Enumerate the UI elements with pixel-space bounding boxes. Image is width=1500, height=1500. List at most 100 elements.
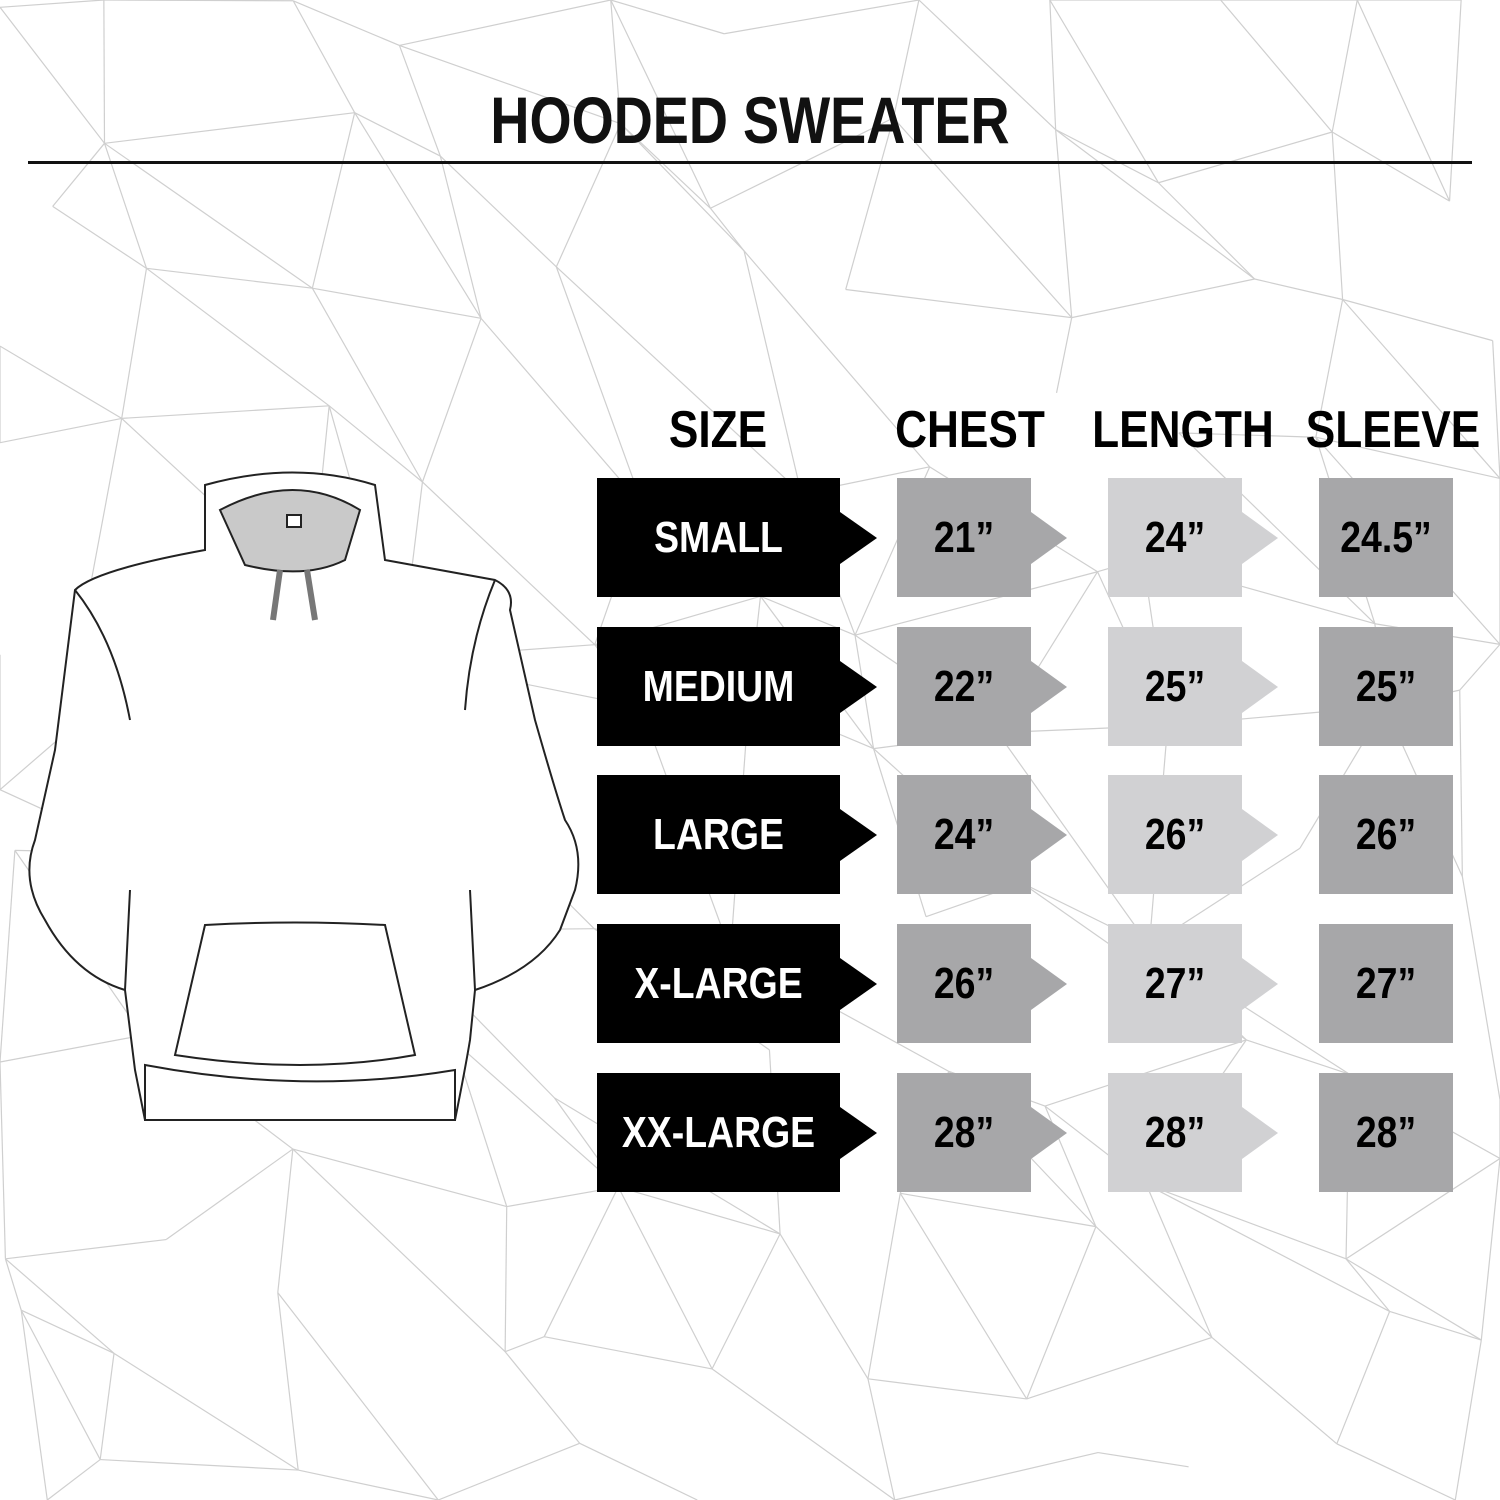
size-value: MEDIUM <box>642 662 795 711</box>
sleeve-value: 26” <box>1355 810 1417 859</box>
pattern-line <box>104 112 355 144</box>
arrow-right-icon <box>1242 809 1278 861</box>
size-box <box>597 775 840 894</box>
pattern-line <box>1055 129 1073 318</box>
pattern-line <box>100 1458 299 1471</box>
pattern-line <box>103 0 106 144</box>
pattern-line <box>1158 131 1333 184</box>
arrow-right-icon <box>1242 512 1278 564</box>
pattern-line <box>867 1378 1027 1400</box>
pattern-line <box>422 481 596 646</box>
pattern-line <box>20 1310 48 1500</box>
pattern-line <box>610 0 622 124</box>
length-box <box>1108 1073 1242 1192</box>
pattern-line <box>504 1336 545 1353</box>
pattern-line <box>1389 1310 1482 1341</box>
pattern-line <box>1480 1158 1500 1341</box>
size-box <box>597 1073 840 1192</box>
pattern-line <box>311 112 356 289</box>
arrow-right-icon <box>1031 809 1067 861</box>
pattern-line <box>1459 690 1463 877</box>
pattern-line <box>4 1258 22 1311</box>
size-box <box>597 627 840 746</box>
pattern-line <box>292 1148 506 1353</box>
pattern-line <box>1331 0 1358 133</box>
pattern-line <box>438 1442 580 1500</box>
pattern-line <box>1336 1443 1456 1500</box>
chest-box <box>897 924 1031 1043</box>
pattern-line <box>1331 131 1450 202</box>
length-box <box>1108 924 1242 1043</box>
chest-value: 22” <box>933 662 995 711</box>
pattern-line <box>504 1351 581 1444</box>
pattern-line <box>277 1292 439 1500</box>
pattern-line <box>1158 182 1256 280</box>
pattern-line <box>104 142 313 289</box>
hoodie-illustration <box>28 471 580 1121</box>
pattern-line <box>711 1368 896 1500</box>
pattern-line <box>0 345 122 419</box>
chest-box <box>897 775 1031 894</box>
arrow-right-icon <box>840 512 877 564</box>
pattern-line <box>1331 131 1344 300</box>
pattern-line <box>99 1353 115 1460</box>
pattern-line <box>1044 1039 1247 1107</box>
sleeve-value: 27” <box>1355 959 1417 1008</box>
pattern-line <box>711 1233 781 1370</box>
pattern-line <box>146 267 313 289</box>
pattern-line <box>0 1062 7 1259</box>
pattern-line <box>1178 432 1316 438</box>
sleeve-box <box>1319 775 1453 894</box>
pattern-line <box>867 1193 901 1379</box>
pattern-line <box>894 1451 1099 1500</box>
pattern-line <box>311 287 423 483</box>
arrow-right-icon <box>1031 958 1067 1010</box>
length-value: 24” <box>1144 513 1206 562</box>
size-value: LARGE <box>653 810 784 859</box>
pattern-line <box>52 205 147 269</box>
pattern-line <box>618 1186 781 1235</box>
pattern-line <box>20 1309 101 1460</box>
chest-value: 28” <box>933 1108 995 1157</box>
header-chest: CHEST <box>895 401 1045 459</box>
pattern-line <box>1246 1039 1350 1075</box>
chest-box <box>897 627 1031 746</box>
pattern-line <box>103 0 294 2</box>
pattern-line <box>997 732 1150 947</box>
sleeve-box <box>1319 924 1453 1043</box>
pattern-line <box>1342 298 1493 342</box>
arrow-right-icon <box>1242 1107 1278 1159</box>
arrow-right-icon <box>1242 661 1278 713</box>
pattern-line <box>452 1040 619 1188</box>
chest-value: 24” <box>933 810 995 859</box>
pattern-line <box>1145 1183 1347 1260</box>
pattern-line <box>617 1186 713 1370</box>
pattern-line <box>867 1378 896 1500</box>
pattern-line <box>277 1148 294 1293</box>
size-value: XX-LARGE <box>621 1108 816 1157</box>
chest-box <box>897 478 1031 597</box>
pattern-line <box>398 45 441 157</box>
pattern-line <box>328 405 423 483</box>
pattern-line <box>779 1233 869 1380</box>
pattern-line <box>354 112 441 157</box>
pattern-line <box>292 1148 507 1208</box>
pattern-line <box>893 117 1073 319</box>
pattern-line <box>399 44 621 125</box>
pattern-line <box>52 142 105 207</box>
pattern-line <box>1097 1451 1189 1468</box>
pattern-line <box>845 288 1072 319</box>
pattern-line <box>103 143 148 269</box>
pattern-line <box>1459 643 1500 691</box>
arrow-right-icon <box>840 809 877 861</box>
page-title: HOODED SWEATER <box>490 83 1010 157</box>
pattern-line <box>399 0 611 47</box>
title-divider <box>28 161 1472 164</box>
arrow-right-icon <box>1031 512 1067 564</box>
pattern-line <box>292 0 400 47</box>
pattern-line <box>1095 1226 1213 1338</box>
arrow-right-icon <box>840 661 877 713</box>
pattern-line <box>504 1206 508 1352</box>
pattern-line <box>1342 299 1500 479</box>
pattern-line <box>298 1469 439 1500</box>
